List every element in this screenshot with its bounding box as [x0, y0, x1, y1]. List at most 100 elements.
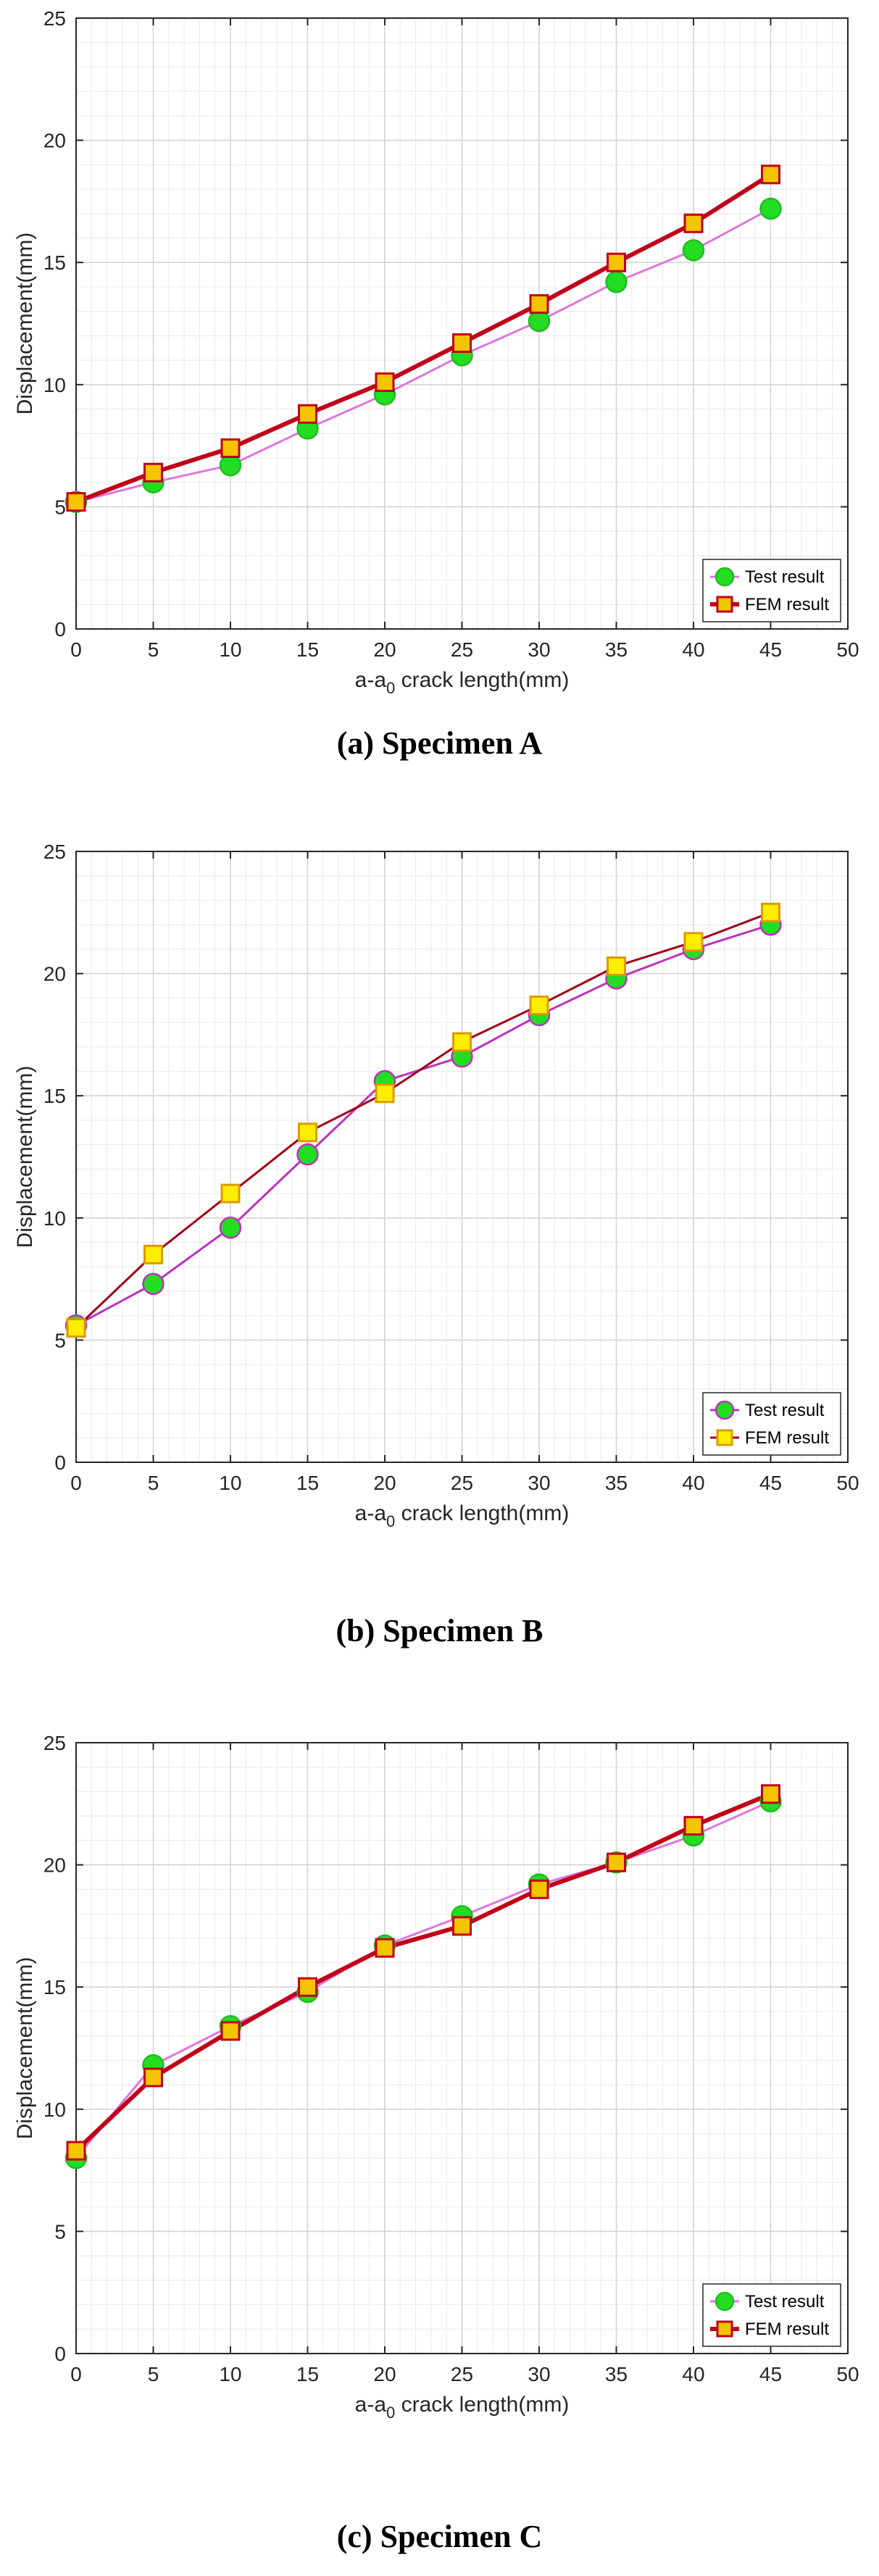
x-tick-label: 20 [373, 1472, 396, 1494]
chart-panel-c: 0 5 10 15 20 25 30 35 40 45 50 0 5 10 15 20 25 a-a0 crack… [0, 1725, 879, 2522]
series-line-fem [75, 911, 772, 1329]
legend-marker-fem [716, 596, 733, 613]
data-point-fem [66, 492, 86, 512]
chart-c-svg: 0 5 10 15 20 25 30 35 40 45 50 0 5 10 15 20 25 a-a0 crack… [13, 1732, 859, 2422]
legend-marker-test [715, 567, 735, 587]
y-tick-label: 20 [43, 1854, 66, 1877]
data-point-test [296, 1143, 319, 1166]
x-tick-label: 0 [70, 2363, 82, 2385]
x-tick-label: 0 [70, 638, 82, 661]
x-tick-label: 50 [836, 2363, 859, 2385]
data-point-fem [607, 1852, 626, 1872]
x-tick-label: 35 [605, 2363, 628, 2385]
legend-marker-fem [716, 1429, 733, 1446]
series-line-test [75, 207, 772, 504]
markers-fem [66, 1784, 780, 2161]
legend-marker-test [715, 2291, 735, 2312]
x-tick-label: 10 [219, 1472, 241, 1494]
series-test [75, 207, 772, 504]
data-point-fem [761, 902, 780, 922]
x-tick-label: 50 [836, 1472, 859, 1494]
chart-a-svg: 0 5 10 15 20 25 30 35 40 45 50 0 5 10 15 20 25 a-a0 crack… [13, 7, 859, 697]
x-tick-label: 30 [528, 2363, 550, 2385]
x-tick-label: 40 [682, 1472, 704, 1494]
series-fem [75, 911, 772, 1329]
legend: Test result FEM result [702, 1392, 841, 1456]
caption-c: (c) Specimen C [336, 2519, 543, 2554]
data-point-fem [143, 1244, 163, 1264]
series-fem [75, 172, 772, 504]
y-tick-label: 15 [43, 1976, 66, 1998]
x-tick-label: 40 [682, 2363, 704, 2385]
data-point-fem [452, 1916, 472, 1936]
markers-fem [66, 164, 780, 512]
data-point-fem [607, 956, 626, 976]
y-tick-label: 5 [54, 2220, 66, 2243]
data-point-fem [298, 1122, 317, 1143]
x-tick-label: 45 [759, 2363, 782, 2385]
data-point-fem [220, 2021, 241, 2041]
y-axis-label: Displacement(mm) [13, 1066, 37, 1249]
data-point-fem [761, 1784, 780, 1804]
series-line-fem [75, 172, 772, 504]
data-point-fem [66, 1318, 86, 1338]
y-tick-label: 0 [54, 1451, 66, 1474]
y-tick-label: 20 [43, 130, 66, 152]
x-tick-label: 45 [759, 1472, 782, 1494]
y-tick-label: 0 [54, 618, 66, 641]
data-point-fem [298, 1977, 317, 1997]
minor-grid [76, 1743, 848, 2354]
x-tick-label: 10 [219, 638, 241, 661]
data-point-fem [143, 462, 163, 483]
x-tick-label: 35 [605, 1472, 628, 1494]
x-tick-label: 5 [148, 1472, 159, 1494]
caption-b: (b) Specimen B [336, 1613, 543, 1648]
data-point-test [528, 309, 551, 333]
data-point-fem [375, 372, 395, 392]
series-line-test [75, 1800, 772, 2159]
x-tick-label: 40 [682, 638, 704, 661]
x-axis-label: a-a0 crack length(mm) [355, 2393, 570, 2422]
markers-fem [66, 902, 780, 1338]
data-point-fem [220, 1183, 241, 1204]
data-point-fem [683, 213, 704, 233]
x-tick-label: 30 [528, 1472, 550, 1494]
caption-a: (a) Specimen A [336, 725, 543, 761]
legend-marker-fem [716, 2320, 733, 2338]
y-tick-label: 25 [43, 841, 66, 863]
legend-marker-test [715, 1400, 735, 1420]
data-point-fem [66, 2141, 86, 2161]
x-tick-label: 15 [296, 1472, 319, 1494]
data-point-fem [452, 1032, 472, 1052]
series-test [75, 1800, 772, 2159]
data-point-fem [607, 252, 626, 272]
data-point-test [682, 239, 705, 262]
legend: Test result FEM result [702, 559, 841, 622]
y-tick-label: 25 [43, 1732, 66, 1754]
data-point-test [759, 197, 782, 220]
y-tick-label: 10 [43, 1207, 66, 1230]
data-point-test [605, 270, 628, 293]
legend-label-test: Test result [745, 567, 825, 587]
x-tick-label: 15 [296, 638, 319, 661]
legend-label-fem: FEM result [745, 1428, 829, 1448]
y-axis-label: Displacement(mm) [13, 233, 37, 415]
legend-label-fem: FEM result [745, 595, 829, 614]
x-tick-label: 25 [451, 1472, 473, 1494]
chart-b-svg: 0 5 10 15 20 25 30 35 40 45 50 0 5 10 15 20 25 a-a0 crack… [13, 841, 859, 1530]
y-tick-label: 15 [43, 251, 66, 274]
x-tick-label: 0 [70, 1472, 82, 1494]
data-point-fem [529, 995, 549, 1015]
x-tick-label: 20 [373, 2363, 396, 2385]
minor-grid [76, 18, 848, 629]
data-point-fem [529, 294, 549, 314]
y-tick-label: 10 [43, 374, 66, 396]
series-fem [74, 1792, 772, 2153]
x-axis-label: a-a0 crack length(mm) [355, 668, 570, 697]
legend-label-test: Test result [745, 1401, 825, 1420]
x-tick-label: 25 [451, 638, 473, 661]
legend-label-test: Test result [745, 2292, 825, 2312]
legend-label-fem: FEM result [745, 2319, 829, 2339]
data-point-fem [375, 1083, 395, 1104]
data-point-fem [220, 438, 241, 458]
